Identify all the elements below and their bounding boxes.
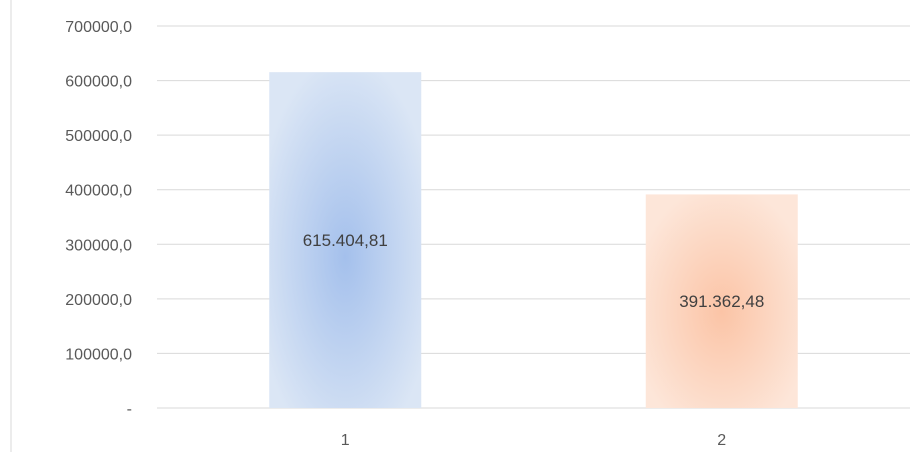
y-tick-label: 200000,0 [65,292,132,309]
y-tick-label: 700000,0 [65,19,132,36]
y-tick-label: 300000,0 [65,237,132,254]
y-tick-label: 400000,0 [65,183,132,200]
data-label: 391.362,48 [679,292,764,311]
x-tick-label: 2 [717,432,726,449]
bars [269,72,798,409]
y-tick-label: 500000,0 [65,128,132,145]
bar-1 [269,72,422,409]
x-tick-label: 1 [341,432,350,449]
y-tick-label: - [127,401,132,418]
labels: - 100000,0 200000,0 300000,0 400000,0 500000,… [65,19,764,449]
left-border-line [10,0,12,452]
y-tick-label: 600000,0 [65,74,132,91]
data-label: 615.404,81 [303,231,388,250]
y-tick-label: 100000,0 [65,346,132,363]
bar-2 [645,194,798,408]
